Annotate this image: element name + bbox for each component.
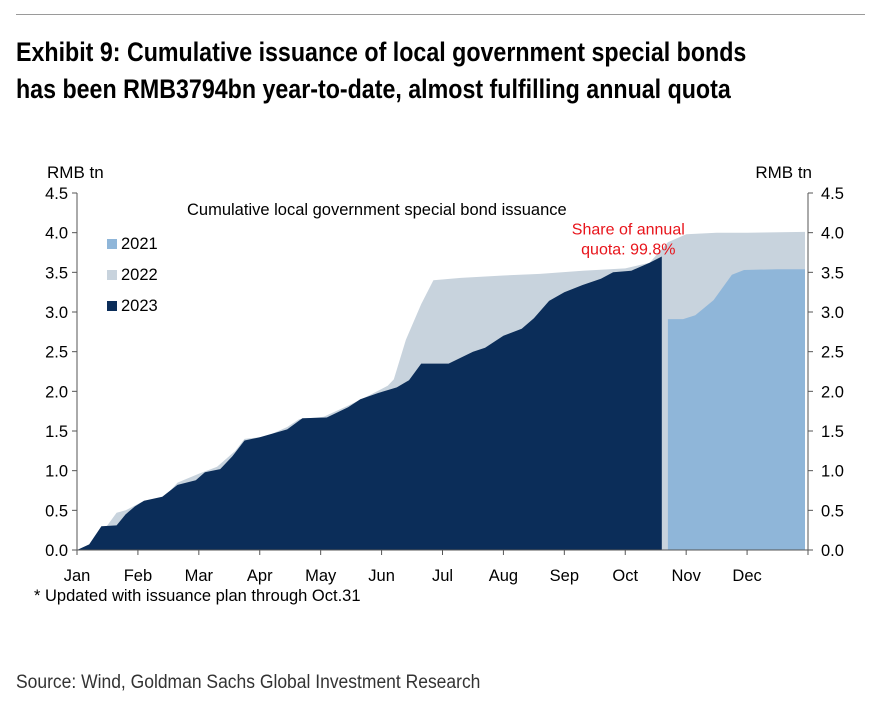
- left-y-tick-label: 1.0: [45, 463, 68, 481]
- right-y-tick-label: 4.5: [821, 185, 844, 203]
- right-y-tick-label: 0.0: [821, 542, 844, 560]
- legend-swatch-2023: [107, 301, 117, 311]
- legend-label-2022: 2022: [121, 266, 158, 284]
- legend: 2021 2022 2023: [107, 235, 158, 315]
- right-y-tick-label: 2.5: [821, 344, 844, 362]
- left-y-tick-label: 4.5: [45, 185, 68, 203]
- x-tick-label-apr: Apr: [247, 567, 273, 585]
- exhibit-title: Exhibit 9: Cumulative issuance of local …: [16, 34, 747, 108]
- right-y-tick-label: 2.0: [821, 383, 844, 401]
- ticks-layer: 0.0 0.0 0.5 0.5 1.0 1.0 1.5 1.5 2.0 2.0 2.5 2.5 3.0 3…: [45, 185, 844, 585]
- exhibit-title-line-1: Exhibit 9: Cumulative issuance of local …: [16, 37, 747, 67]
- right-axis-unit: RMB tn: [755, 163, 812, 182]
- right-y-tick-label: 0.5: [821, 502, 844, 520]
- x-tick-label-jun: Jun: [368, 567, 395, 585]
- right-y-tick-label: 3.0: [821, 304, 844, 322]
- areas-layer: [77, 231, 805, 550]
- left-y-tick-label: 1.5: [45, 423, 68, 441]
- legend-swatch-2022: [107, 270, 117, 280]
- left-y-tick-label: 0.5: [45, 502, 68, 520]
- legend-label-2023: 2023: [121, 297, 158, 315]
- footnote: * Updated with issuance plan through Oct…: [34, 587, 361, 605]
- x-tick-label-feb: Feb: [124, 567, 152, 585]
- cumulative-issuance-chart: 0.0 0.0 0.5 0.5 1.0 1.0 1.5 1.5 2.0 2.0 2.5 2.5 3.0 3…: [34, 163, 844, 605]
- quota-annotation: Share of annual quota: 99.8%: [572, 222, 685, 259]
- area-series-2023: [77, 256, 662, 550]
- x-tick-label-may: May: [305, 567, 337, 585]
- right-y-tick-label: 1.5: [821, 423, 844, 441]
- source-note: Source: Wind, Goldman Sachs Global Inves…: [16, 672, 481, 693]
- x-tick-label-mar: Mar: [185, 567, 214, 585]
- right-y-tick-label: 1.0: [821, 463, 844, 481]
- left-y-tick-label: 2.0: [45, 383, 68, 401]
- chart-title: Cumulative local government special bond…: [187, 201, 567, 219]
- annotation-line-2: quota: 99.8%: [581, 242, 675, 259]
- left-y-tick-label: 3.0: [45, 304, 68, 322]
- x-tick-label-nov: Nov: [671, 567, 701, 585]
- left-y-tick-label: 2.5: [45, 344, 68, 362]
- left-axis-unit: RMB tn: [47, 163, 104, 182]
- left-y-tick-label: 3.5: [45, 264, 68, 282]
- left-y-tick-label: 0.0: [45, 542, 68, 560]
- left-y-tick-label: 4.0: [45, 225, 68, 243]
- legend-swatch-2021: [107, 239, 117, 249]
- exhibit-title-line-2: has been RMB3794bn year-to-date, almost …: [16, 74, 731, 104]
- annotation-line-1: Share of annual: [572, 222, 685, 239]
- right-y-tick-label: 4.0: [821, 225, 844, 243]
- top-divider: [16, 14, 865, 15]
- x-tick-label-sep: Sep: [550, 567, 579, 585]
- legend-label-2021: 2021: [121, 235, 158, 253]
- x-tick-label-aug: Aug: [489, 567, 518, 585]
- x-tick-label-jul: Jul: [432, 567, 453, 585]
- right-y-tick-label: 3.5: [821, 264, 844, 282]
- x-tick-label-oct: Oct: [612, 567, 638, 585]
- x-tick-label-dec: Dec: [732, 567, 761, 585]
- area-series-2021: [667, 269, 805, 550]
- x-tick-label-jan: Jan: [64, 567, 91, 585]
